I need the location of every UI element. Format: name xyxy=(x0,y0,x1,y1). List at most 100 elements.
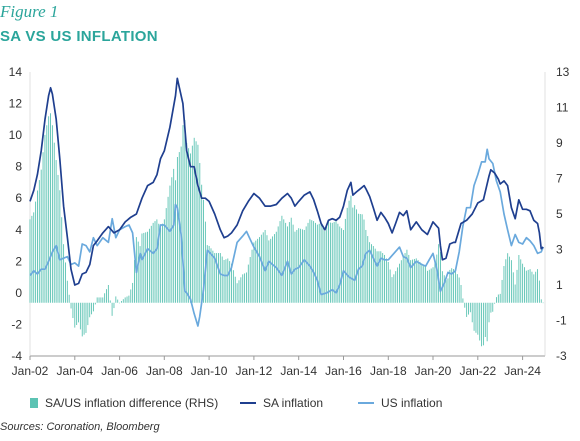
difference-bar xyxy=(115,296,117,303)
difference-bar xyxy=(313,221,315,303)
left-tick-label: 14 xyxy=(9,65,23,79)
difference-bar xyxy=(359,214,361,303)
x-tick-label: Jan-10 xyxy=(191,364,228,378)
difference-bar xyxy=(496,297,497,303)
difference-bar xyxy=(273,234,275,303)
difference-bar xyxy=(337,223,339,303)
difference-bar xyxy=(29,219,31,303)
difference-bar xyxy=(391,277,393,303)
difference-bar xyxy=(417,260,419,303)
x-tick-label: Jan-20 xyxy=(415,364,452,378)
difference-bar xyxy=(152,222,154,303)
legend-swatch-us xyxy=(358,402,374,404)
difference-bar xyxy=(173,168,175,303)
difference-bar xyxy=(329,222,331,303)
difference-bar xyxy=(356,209,357,303)
difference-bar xyxy=(423,264,425,303)
difference-bar xyxy=(427,270,428,303)
difference-bar xyxy=(481,302,483,347)
difference-bar xyxy=(76,302,78,325)
difference-bar xyxy=(259,237,260,303)
difference-bar xyxy=(81,302,83,337)
difference-bar xyxy=(182,125,184,303)
difference-bar xyxy=(525,270,527,303)
difference-bar xyxy=(385,258,387,303)
difference-bar xyxy=(188,148,190,303)
difference-bar xyxy=(260,234,262,303)
difference-bar xyxy=(333,222,335,303)
difference-bar xyxy=(197,144,199,303)
difference-bar xyxy=(184,119,186,303)
difference-bar xyxy=(477,302,479,335)
difference-bar xyxy=(512,272,514,303)
difference-bar xyxy=(163,219,165,303)
left-axis-ticks: -4 -2 0 2 4 6 8 10 12 14 xyxy=(9,65,23,363)
difference-bar xyxy=(42,152,44,303)
difference-bar xyxy=(479,302,481,341)
difference-bar xyxy=(453,269,455,303)
difference-bar xyxy=(490,302,492,313)
difference-bar xyxy=(216,253,218,303)
difference-bar xyxy=(210,248,212,303)
difference-bar xyxy=(102,297,104,303)
legend-item-sa: SA inflation xyxy=(240,396,323,410)
difference-bar xyxy=(380,251,382,303)
difference-bar xyxy=(87,302,89,326)
difference-bar xyxy=(440,252,441,303)
difference-bar xyxy=(251,249,253,303)
x-tick-label: Jan-18 xyxy=(370,364,407,378)
difference-bar xyxy=(537,269,538,303)
legend-swatch-bars xyxy=(30,398,38,408)
difference-bar xyxy=(311,220,313,303)
difference-bar xyxy=(158,223,160,303)
difference-bar xyxy=(499,293,501,303)
difference-bar xyxy=(266,235,268,303)
difference-bar xyxy=(469,302,471,313)
difference-bar xyxy=(208,245,210,303)
difference-bar xyxy=(100,297,102,303)
difference-bar xyxy=(471,302,473,323)
difference-bar xyxy=(296,229,298,303)
difference-bar xyxy=(451,268,453,303)
difference-bar xyxy=(301,229,303,303)
difference-bar xyxy=(412,259,413,303)
difference-bar xyxy=(63,244,65,303)
legend-swatch-sa xyxy=(240,402,256,404)
right-tick-label: 7 xyxy=(556,172,563,186)
difference-bar xyxy=(438,244,440,303)
difference-bar xyxy=(389,269,391,303)
difference-bar xyxy=(399,263,400,303)
difference-bar xyxy=(290,217,292,303)
difference-bar xyxy=(191,145,193,303)
difference-bar xyxy=(402,256,404,303)
difference-bar xyxy=(78,302,79,323)
difference-bar xyxy=(482,302,484,346)
difference-bar xyxy=(303,229,305,303)
difference-bar xyxy=(486,302,488,342)
difference-bar xyxy=(234,276,236,303)
difference-bar xyxy=(31,215,33,303)
difference-bar xyxy=(65,262,66,303)
difference-bar xyxy=(322,226,324,303)
legend-label-difference: SA/US inflation difference (RHS) xyxy=(45,396,219,410)
difference-bar xyxy=(339,226,341,303)
difference-bar xyxy=(68,294,70,303)
lines-group xyxy=(29,77,544,327)
difference-bar xyxy=(343,229,344,303)
difference-bar xyxy=(434,260,436,303)
difference-bar xyxy=(59,190,61,303)
difference-bar xyxy=(531,271,533,303)
difference-bar xyxy=(510,260,512,303)
difference-bar xyxy=(520,259,522,303)
legend-label-us: US inflation xyxy=(381,396,443,410)
difference-bar xyxy=(430,268,432,303)
difference-bar xyxy=(475,302,477,333)
difference-bar xyxy=(279,221,281,303)
difference-bar xyxy=(94,302,96,305)
difference-bar xyxy=(229,261,231,303)
difference-bar xyxy=(432,267,434,303)
difference-bar xyxy=(249,257,251,303)
difference-bar xyxy=(37,190,38,303)
difference-bar xyxy=(162,223,163,303)
difference-bar xyxy=(113,302,115,309)
